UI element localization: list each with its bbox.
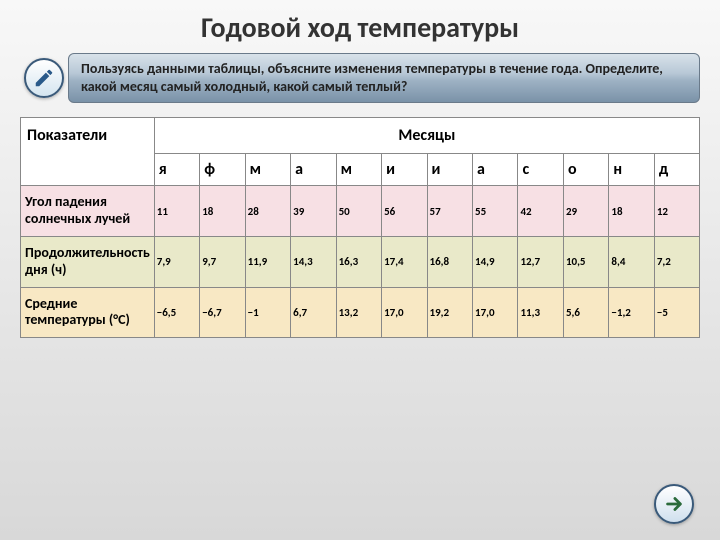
next-button[interactable] xyxy=(654,484,694,524)
month-header: ф xyxy=(200,154,245,186)
data-cell: 14,9 xyxy=(473,236,518,287)
data-cell: 12,7 xyxy=(518,236,563,287)
data-cell: −6,5 xyxy=(154,287,199,338)
data-cell: 16,3 xyxy=(336,236,381,287)
data-cell: 18 xyxy=(200,186,245,237)
data-cell: 8,4 xyxy=(609,236,654,287)
month-header: с xyxy=(518,154,563,186)
data-cell: 5,6 xyxy=(563,287,608,338)
table-row: Продолжительность дня (ч)7,99,711,914,31… xyxy=(21,236,700,287)
data-cell: 11 xyxy=(154,186,199,237)
month-header: м xyxy=(245,154,290,186)
data-cell: 11,9 xyxy=(245,236,290,287)
month-header: а xyxy=(473,154,518,186)
data-cell: 19,2 xyxy=(427,287,472,338)
month-header: м xyxy=(336,154,381,186)
month-header: о xyxy=(563,154,608,186)
data-cell: 11,3 xyxy=(518,287,563,338)
header-months: Месяцы xyxy=(154,118,699,154)
data-table: Показатели Месяцы яфмамииасонд Угол паде… xyxy=(20,117,700,338)
data-cell: 12 xyxy=(654,186,699,237)
month-header: и xyxy=(427,154,472,186)
data-cell: 13,2 xyxy=(336,287,381,338)
data-cell: 29 xyxy=(563,186,608,237)
data-cell: 10,5 xyxy=(563,236,608,287)
pencil-icon xyxy=(24,58,64,98)
month-header: н xyxy=(609,154,654,186)
data-cell: 28 xyxy=(245,186,290,237)
row-label: Средние температуры (°С) xyxy=(21,287,155,338)
data-cell: 56 xyxy=(382,186,427,237)
table-row: Средние температуры (°С)−6,5−6,7−16,713,… xyxy=(21,287,700,338)
data-cell: 9,7 xyxy=(200,236,245,287)
data-cell: 39 xyxy=(291,186,336,237)
data-cell: −5 xyxy=(654,287,699,338)
data-cell: 18 xyxy=(609,186,654,237)
arrow-right-icon xyxy=(663,493,685,515)
month-header: и xyxy=(382,154,427,186)
data-cell: 16,8 xyxy=(427,236,472,287)
month-header: а xyxy=(291,154,336,186)
data-cell: 7,2 xyxy=(654,236,699,287)
month-header: д xyxy=(654,154,699,186)
table-header-row-1: Показатели Месяцы xyxy=(21,118,700,154)
task-bar: Пользуясь данными таблицы, объясните изм… xyxy=(20,53,700,103)
data-cell: 17,0 xyxy=(473,287,518,338)
data-cell: 17,4 xyxy=(382,236,427,287)
data-cell: 57 xyxy=(427,186,472,237)
header-indicator: Показатели xyxy=(21,118,155,186)
data-cell: 6,7 xyxy=(291,287,336,338)
page-title: Годовой ход температуры xyxy=(20,10,700,45)
data-cell: 42 xyxy=(518,186,563,237)
data-cell: −6,7 xyxy=(200,287,245,338)
table-row: Угол падения солнечных лучей111828395056… xyxy=(21,186,700,237)
data-cell: 55 xyxy=(473,186,518,237)
slide-page: Годовой ход температуры Пользуясь данным… xyxy=(0,0,720,540)
data-cell: 50 xyxy=(336,186,381,237)
row-label: Продолжительность дня (ч) xyxy=(21,236,155,287)
data-cell: −1,2 xyxy=(609,287,654,338)
task-text: Пользуясь данными таблицы, объясните изм… xyxy=(68,53,700,103)
task-icon-wrap xyxy=(20,53,68,103)
data-cell: 14,3 xyxy=(291,236,336,287)
row-label: Угол падения солнечных лучей xyxy=(21,186,155,237)
month-header: я xyxy=(154,154,199,186)
data-cell: 7,9 xyxy=(154,236,199,287)
data-cell: 17,0 xyxy=(382,287,427,338)
data-cell: −1 xyxy=(245,287,290,338)
